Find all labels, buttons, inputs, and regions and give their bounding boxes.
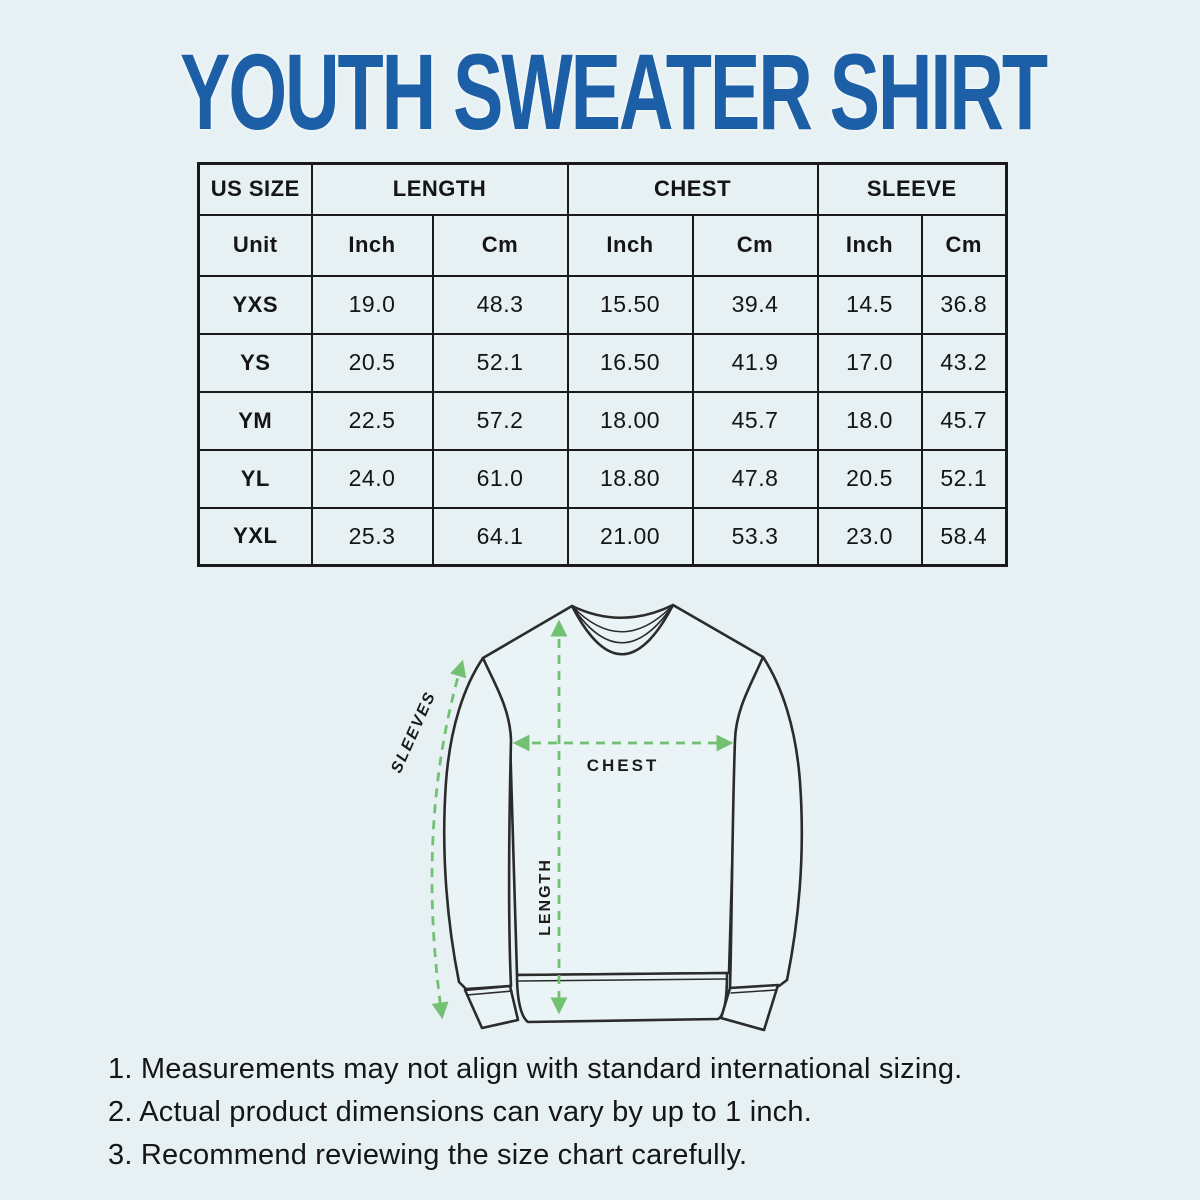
- size-label: YXL: [197, 506, 313, 567]
- table-cell: 52.1: [920, 448, 1008, 509]
- size-chart-table: US SIZE LENGTH CHEST SLEEVE Unit Inch Cm…: [197, 162, 1009, 567]
- table-cell: 14.5: [816, 274, 923, 335]
- table-cell: 48.3: [431, 274, 569, 335]
- size-label: YM: [197, 390, 313, 451]
- table-cell: 16.50: [566, 332, 694, 393]
- notes: 1. Measurements may not align with stand…: [108, 1048, 1148, 1177]
- unit-col: Cm: [920, 213, 1008, 277]
- sweater-hem-band: [515, 971, 729, 1024]
- size-label: YL: [197, 448, 313, 509]
- table-cell: 43.2: [920, 332, 1008, 393]
- sleeves-label: SLEEVES: [388, 689, 439, 776]
- sleeves-arrow: [430, 659, 467, 1020]
- table-cell: 19.0: [310, 274, 434, 335]
- header-length: LENGTH: [310, 162, 569, 216]
- table-cell: 20.5: [310, 332, 434, 393]
- sweater-left-sleeve: [442, 656, 513, 991]
- size-label: YXS: [197, 274, 313, 335]
- unit-col: Inch: [310, 213, 434, 277]
- table-cell: 23.0: [816, 506, 923, 567]
- table-cell: 58.4: [920, 506, 1008, 567]
- table-cell: 52.1: [431, 332, 569, 393]
- table-cell: 64.1: [431, 506, 569, 567]
- note-line-3: 3. Recommend reviewing the size chart ca…: [108, 1139, 748, 1171]
- header-us-size: US SIZE: [197, 162, 313, 216]
- header-chest: CHEST: [566, 162, 819, 216]
- right-cuff: [719, 983, 780, 1032]
- table-cell: 22.5: [310, 390, 434, 451]
- sweater-measurement-diagram: CHEST LENGTH SLEEVES: [388, 603, 804, 1032]
- table-cell: 21.00: [566, 506, 694, 567]
- table-cell: 24.0: [310, 448, 434, 509]
- table-row: YS 20.5 52.1 16.50 41.9 17.0 43.2: [197, 332, 1008, 393]
- table-cell: 47.8: [691, 448, 819, 509]
- table-cell: 20.5: [816, 448, 923, 509]
- header-sleeve: SLEEVE: [816, 162, 1008, 216]
- left-cuff-seam: [466, 990, 513, 996]
- unit-col: Inch: [566, 213, 694, 277]
- table-cell: 61.0: [431, 448, 569, 509]
- collar-rib-line: [571, 604, 674, 633]
- table-row: YM 22.5 57.2 18.00 45.7 18.0 45.7: [197, 390, 1008, 451]
- table-row: YL 24.0 61.0 18.80 47.8 20.5 52.1: [197, 448, 1008, 509]
- unit-col: Cm: [431, 213, 569, 277]
- note-line-2: 2. Actual product dimensions can vary by…: [108, 1096, 812, 1128]
- left-cuff: [463, 984, 520, 1030]
- table-cell: 18.80: [566, 448, 694, 509]
- table-cell: 41.9: [691, 332, 819, 393]
- table-row: YXS 19.0 48.3 15.50 39.4 14.5 36.8: [197, 274, 1008, 335]
- table-cell: 45.7: [920, 390, 1008, 451]
- table-row: YXL 25.3 64.1 21.00 53.3 23.0 58.4: [197, 506, 1008, 567]
- table-unit-row: Unit Inch Cm Inch Cm Inch Cm: [197, 213, 1008, 277]
- note-line-1: 1. Measurements may not align with stand…: [108, 1053, 963, 1085]
- unit-col: Cm: [691, 213, 819, 277]
- table-cell: 36.8: [920, 274, 1008, 335]
- table-cell: 15.50: [566, 274, 694, 335]
- unit-label: Unit: [197, 213, 313, 277]
- right-cuff-seam: [730, 989, 777, 994]
- table-header-row: US SIZE LENGTH CHEST SLEEVE: [197, 162, 1008, 216]
- unit-col: Inch: [816, 213, 923, 277]
- chest-label: CHEST: [587, 756, 660, 775]
- collar-bottom-edge: [570, 603, 675, 656]
- table-cell: 53.3: [691, 506, 819, 567]
- table-cell: 45.7: [691, 390, 819, 451]
- table-cell: 57.2: [431, 390, 569, 451]
- sweater-right-sleeve: [728, 655, 804, 990]
- sweater-body: [481, 603, 765, 977]
- table-cell: 18.00: [566, 390, 694, 451]
- table-cell: 25.3: [310, 506, 434, 567]
- page-title: YOUTH SWEATER SHIRT: [180, 31, 1048, 152]
- table-cell: 39.4: [691, 274, 819, 335]
- size-label: YS: [197, 332, 313, 393]
- collar-rib-line: [571, 604, 674, 644]
- length-label: LENGTH: [537, 858, 554, 936]
- table-cell: 17.0: [816, 332, 923, 393]
- table-cell: 18.0: [816, 390, 923, 451]
